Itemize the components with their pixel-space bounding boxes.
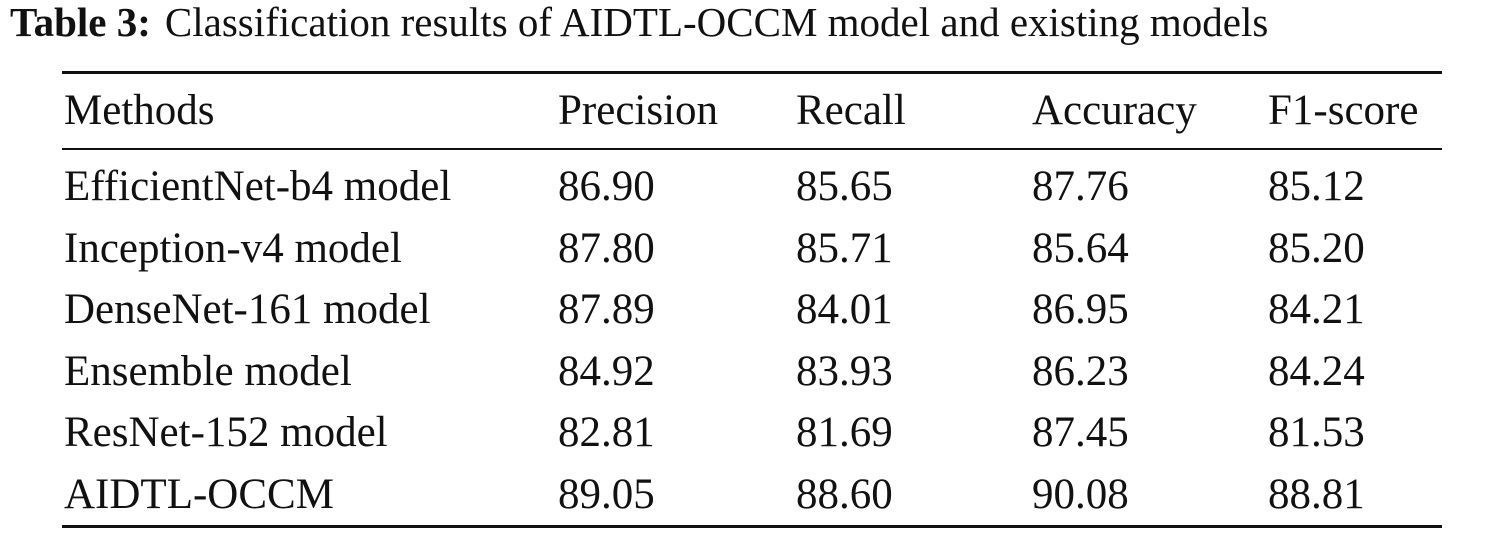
metric-value: 85.65 xyxy=(796,163,893,210)
caption-text: Classification results of AIDTL-OCCM mod… xyxy=(164,0,1269,45)
metric-value: 85.71 xyxy=(796,224,893,272)
metric-value: 86.23 xyxy=(1032,347,1129,395)
metric-value: 87.80 xyxy=(558,224,655,272)
method-name: EfficientNet-b4 model xyxy=(64,163,452,210)
column-header: Accuracy xyxy=(1032,87,1197,134)
caption-label: Table 3: xyxy=(10,0,151,45)
metric-value: 87.76 xyxy=(1032,163,1129,210)
metric-value: 88.60 xyxy=(796,470,893,518)
method-name: Inception-v4 model xyxy=(64,224,402,272)
metric-value: 82.81 xyxy=(558,409,655,456)
column-header: Precision xyxy=(558,87,719,134)
metric-value: 89.05 xyxy=(558,470,655,518)
top-rule xyxy=(62,71,1442,74)
metric-value: 84.24 xyxy=(1268,347,1365,395)
metric-value: 90.08 xyxy=(1032,470,1129,518)
metric-value: 88.81 xyxy=(1268,470,1365,518)
metric-value: 87.89 xyxy=(558,286,655,333)
metric-value: 86.90 xyxy=(558,163,655,210)
metric-value: 86.95 xyxy=(1032,286,1129,333)
method-name: ResNet-152 model xyxy=(64,409,388,456)
metric-value: 81.69 xyxy=(796,409,893,456)
metric-value: 87.45 xyxy=(1032,409,1129,456)
metric-value: 83.93 xyxy=(796,347,893,395)
metric-value: 84.01 xyxy=(796,286,893,333)
metric-value: 85.12 xyxy=(1268,163,1365,210)
method-name: Ensemble model xyxy=(64,347,352,395)
metric-value: 85.20 xyxy=(1268,224,1365,272)
metric-value: 85.64 xyxy=(1032,224,1129,272)
column-header: Recall xyxy=(796,87,906,134)
metric-value: 84.21 xyxy=(1268,286,1365,333)
table-caption: Table 3: Classification results of AIDTL-… xyxy=(10,0,1268,44)
bottom-rule xyxy=(62,525,1442,528)
metric-value: 84.92 xyxy=(558,347,655,395)
method-name: DenseNet-161 model xyxy=(64,286,431,333)
column-header: Methods xyxy=(64,87,215,134)
header-rule xyxy=(62,148,1442,150)
metric-value: 81.53 xyxy=(1268,409,1365,456)
column-header: F1-score xyxy=(1268,87,1419,134)
method-name: AIDTL-OCCM xyxy=(64,470,334,518)
